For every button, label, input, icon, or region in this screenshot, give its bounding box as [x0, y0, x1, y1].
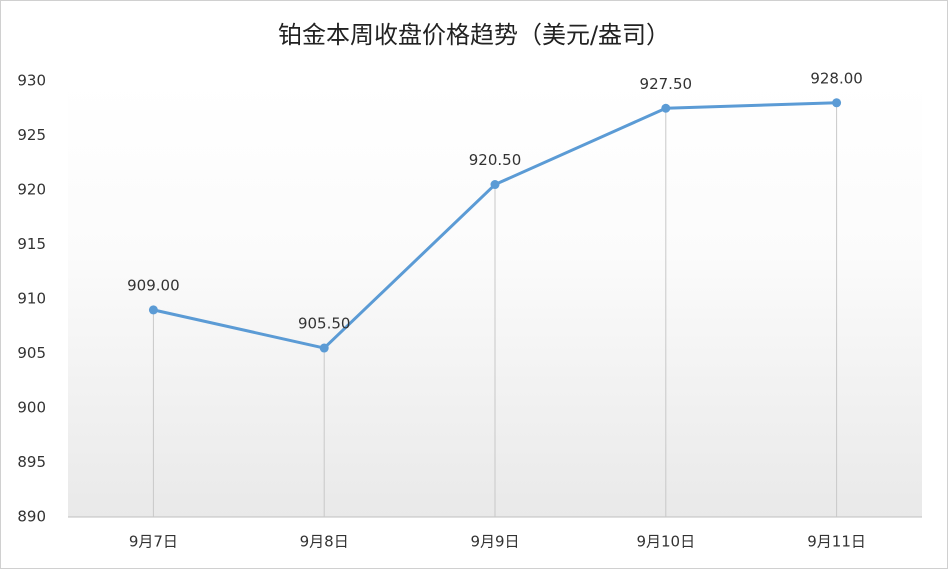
y-tick-label: 905: [17, 344, 46, 362]
x-tick-label: 9月11日: [807, 533, 866, 551]
x-tick-label: 9月8日: [300, 533, 349, 551]
x-tick-label: 9月9日: [470, 533, 519, 551]
y-tick-label: 895: [17, 453, 46, 471]
y-tick-label: 890: [17, 508, 46, 526]
data-label: 928.00: [810, 69, 863, 87]
y-tick-label: 910: [17, 290, 46, 308]
data-label: 905.50: [298, 315, 351, 333]
data-point: [319, 343, 329, 353]
x-tick-label: 9月7日: [129, 533, 178, 551]
y-tick-label: 930: [17, 72, 46, 90]
y-tick-label: 920: [17, 181, 46, 199]
data-label: 909.00: [127, 276, 180, 294]
chart-title: 铂金本周收盘价格趋势（美元/盎司）: [278, 21, 670, 49]
y-tick-label: 925: [17, 126, 46, 144]
data-label: 927.50: [640, 75, 693, 93]
data-point: [490, 180, 500, 190]
y-tick-label: 900: [17, 399, 46, 417]
data-point: [661, 103, 671, 113]
x-tick-label: 9月10日: [636, 533, 695, 551]
y-tick-label: 915: [17, 235, 46, 253]
data-label: 920.50: [469, 151, 522, 169]
data-point: [832, 98, 842, 108]
data-point: [148, 305, 158, 315]
